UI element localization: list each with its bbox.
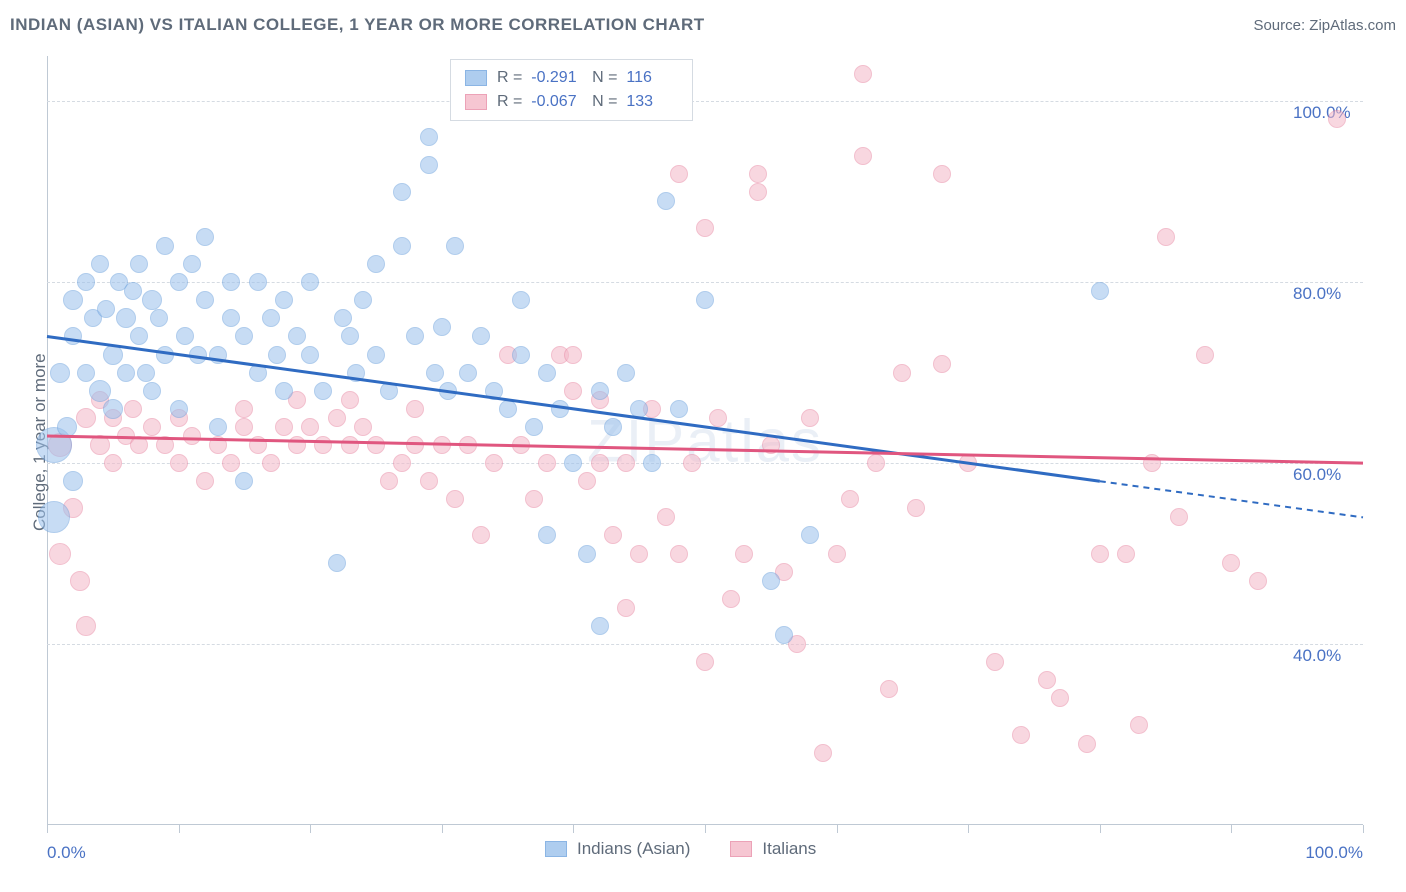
series-legend-item-italians: Italians xyxy=(730,839,816,859)
stats-legend-row-italians: R = -0.067 N = 133 xyxy=(465,90,678,114)
legend-swatch xyxy=(730,841,752,857)
series-legend-label: Italians xyxy=(762,839,816,859)
series-legend-label: Indians (Asian) xyxy=(577,839,690,859)
legend-text: R = -0.291 N = 116 xyxy=(497,66,678,90)
stats-legend-row-indians: R = -0.291 N = 116 xyxy=(465,66,678,90)
legend-text: R = -0.067 N = 133 xyxy=(497,90,678,114)
series-legend: Indians (Asian) Italians xyxy=(545,839,816,859)
legend-swatch xyxy=(545,841,567,857)
stats-legend: R = -0.291 N = 116R = -0.067 N = 133 xyxy=(450,59,693,121)
series-legend-item-indians: Indians (Asian) xyxy=(545,839,690,859)
trend-overlay xyxy=(0,0,1406,892)
legend-swatch xyxy=(465,70,487,86)
legend-swatch xyxy=(465,94,487,110)
